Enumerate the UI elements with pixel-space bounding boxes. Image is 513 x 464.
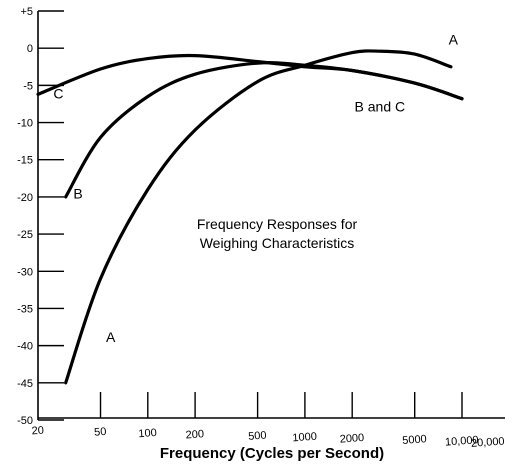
y-tick-label: -25 [17, 229, 33, 241]
y-tick-label: -30 [17, 266, 33, 278]
series-label: A [449, 31, 459, 47]
curves [36, 49, 464, 385]
y-axis: +5 0 -5 -10 -15 -20 -25 -30 -35 -40 -45 -50 [17, 6, 64, 427]
series-labels: A B and C C B A [53, 31, 458, 344]
series-label: B [73, 185, 82, 201]
chart-title-line-1: Frequency Responses for [197, 216, 358, 232]
y-tick-label: -35 [17, 303, 33, 315]
curve-c [36, 53, 464, 101]
curve-a [64, 49, 453, 385]
y-tick-label: -45 [17, 378, 33, 390]
y-tick-label: -50 [17, 415, 33, 427]
x-tick-label: 10,000 [445, 434, 479, 448]
curve-b [64, 61, 464, 199]
y-tick-label: -20 [17, 192, 33, 204]
x-tick-label: 5000 [402, 433, 427, 447]
x-axis-title: Frequency (Cycles per Second) [160, 445, 384, 462]
x-tick-label: 1000 [292, 431, 317, 445]
x-tick-label: 100 [138, 427, 157, 440]
y-tick-label: -40 [17, 341, 33, 353]
y-tick-label: -10 [17, 118, 33, 130]
y-tick-label: +5 [20, 6, 33, 18]
x-tick-label: 20 [31, 425, 44, 438]
y-tick-label: -5 [23, 80, 33, 92]
x-tick-label: 200 [185, 428, 204, 441]
x-tick-label: 20,000 [471, 436, 505, 450]
series-label: C [53, 86, 63, 102]
x-tick-label: 500 [248, 430, 267, 443]
x-tick-label: 50 [94, 426, 107, 439]
series-label: A [106, 329, 116, 345]
series-label: B and C [355, 98, 406, 114]
chart-title-line-2: Weighing Characteristics [200, 235, 355, 251]
y-tick-label: 0 [27, 43, 33, 55]
x-tick-label: 2000 [339, 432, 364, 446]
y-tick-label: -15 [17, 155, 33, 167]
